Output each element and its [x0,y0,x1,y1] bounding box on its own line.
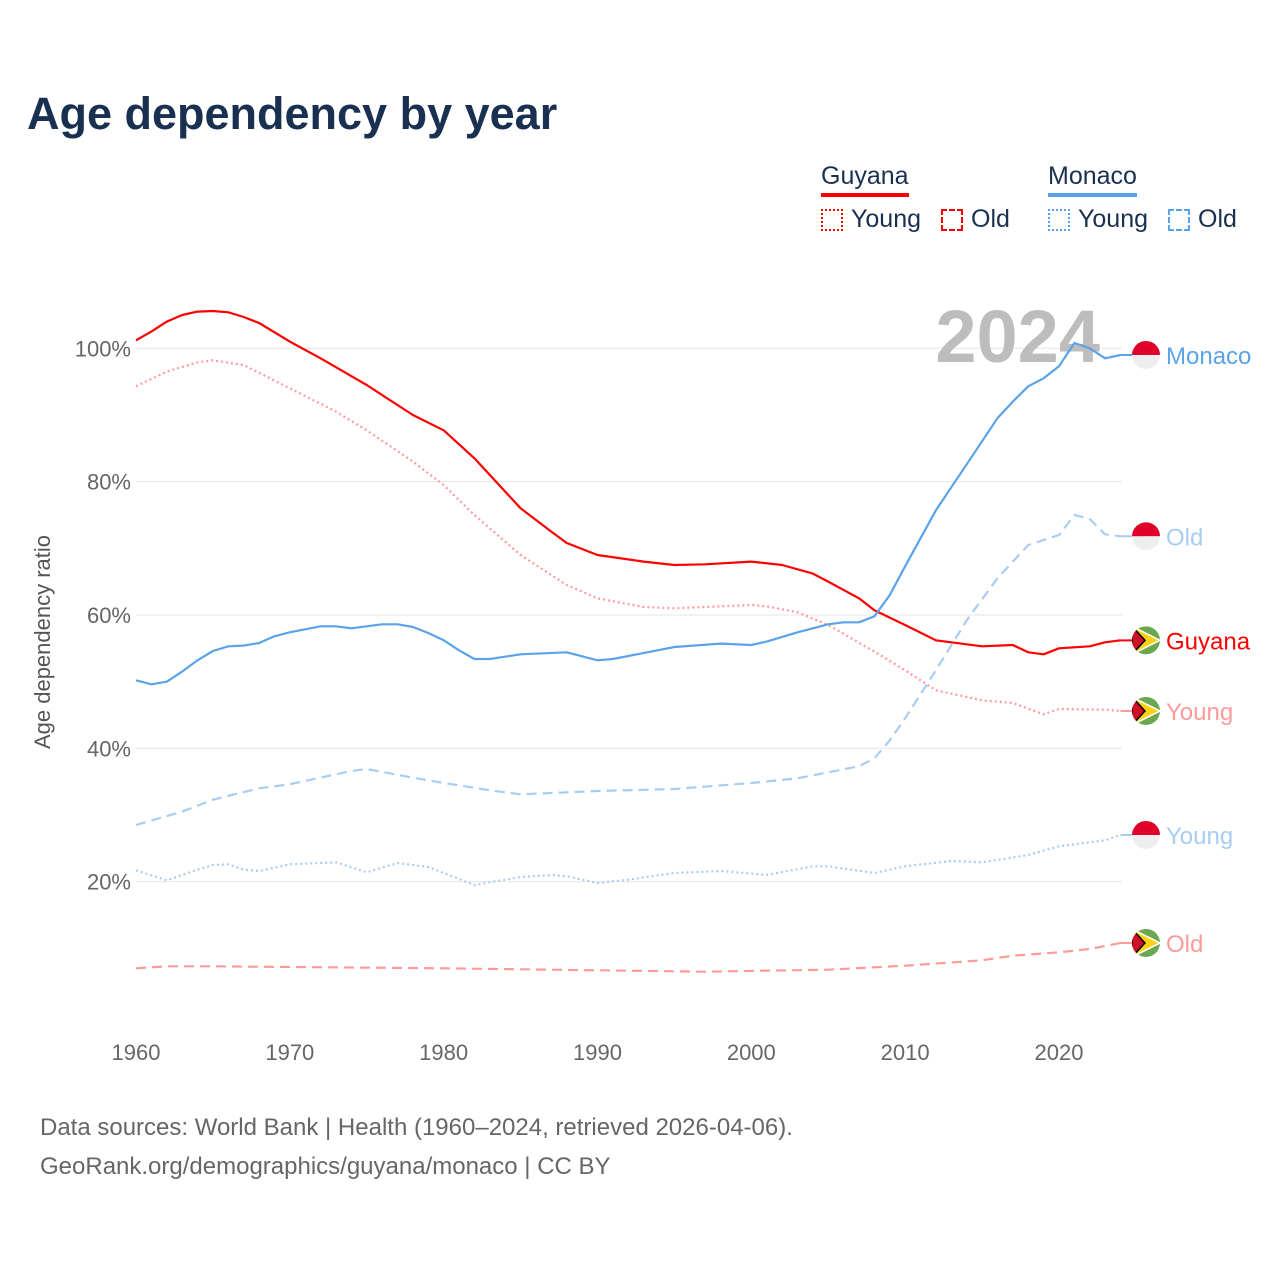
legend-guyana-old[interactable]: Old [971,205,1010,233]
series-line-guyana[interactable] [135,309,1121,656]
source-note: Data sources: World Bank | Health (1960–… [40,1108,793,1186]
chart-title: Age dependency by year [27,88,558,139]
legend-dashed-swatch-icon [941,208,963,231]
end-label: Young [1166,823,1233,850]
source-line-2[interactable]: GeoRank.org/demographics/guyana/monaco |… [40,1153,611,1180]
series-line-guyana-young[interactable] [135,359,1121,716]
source-line-1: Data sources: World Bank | Health (1960–… [40,1114,793,1141]
x-tick-label: 1960 [112,1040,161,1065]
legend-guyana-young[interactable]: Young [851,205,921,233]
legend-dashed-swatch-icon [1168,208,1190,231]
y-tick-label: 80% [87,470,131,495]
legend-dotted-swatch-icon [1048,208,1070,231]
series-line-monaco[interactable] [135,341,1121,686]
monaco-flag-icon [1132,820,1160,849]
guyana-flag-icon [1132,626,1160,655]
x-tick-label: 1970 [265,1040,314,1065]
x-tick-label: 2000 [727,1040,776,1065]
legend-monaco-young[interactable]: Young [1078,205,1148,233]
guyana-flag-icon [1132,928,1160,957]
monaco-flag-icon [1132,522,1160,551]
legend-monaco[interactable]: Monaco Young Old [1048,162,1237,234]
y-tick-label: 20% [87,870,131,895]
end-label: Old [1166,524,1203,551]
legend-guyana[interactable]: Guyana Young Old [821,162,1010,234]
y-tick-label: 60% [87,603,131,628]
monaco-flag-icon [1132,340,1160,369]
y-tick-label: 40% [87,736,131,761]
legend-dotted-swatch-icon [821,208,843,231]
x-tick-label: 1990 [573,1040,622,1065]
year-watermark: 2024 [935,295,1100,378]
series-line-monaco-old[interactable] [135,513,1121,827]
end-label: Old [1166,931,1203,958]
legend-monaco-label[interactable]: Monaco [1048,162,1137,197]
guyana-flag-icon [1132,696,1160,725]
legend-monaco-old[interactable]: Old [1198,205,1237,233]
x-tick-label: 2020 [1035,1040,1084,1065]
legend-guyana-label[interactable]: Guyana [821,162,909,197]
x-tick-label: 1980 [419,1040,468,1065]
series-line-monaco-young[interactable] [135,833,1121,887]
x-tick-label: 2010 [881,1040,930,1065]
y-axis-label: Age dependency ratio [30,535,55,749]
series-line-guyana-old[interactable] [135,941,1121,973]
y-tick-label: 100% [75,336,131,361]
end-label: Monaco [1166,343,1251,370]
end-label: Guyana [1166,628,1251,655]
end-label: Young [1166,699,1233,726]
